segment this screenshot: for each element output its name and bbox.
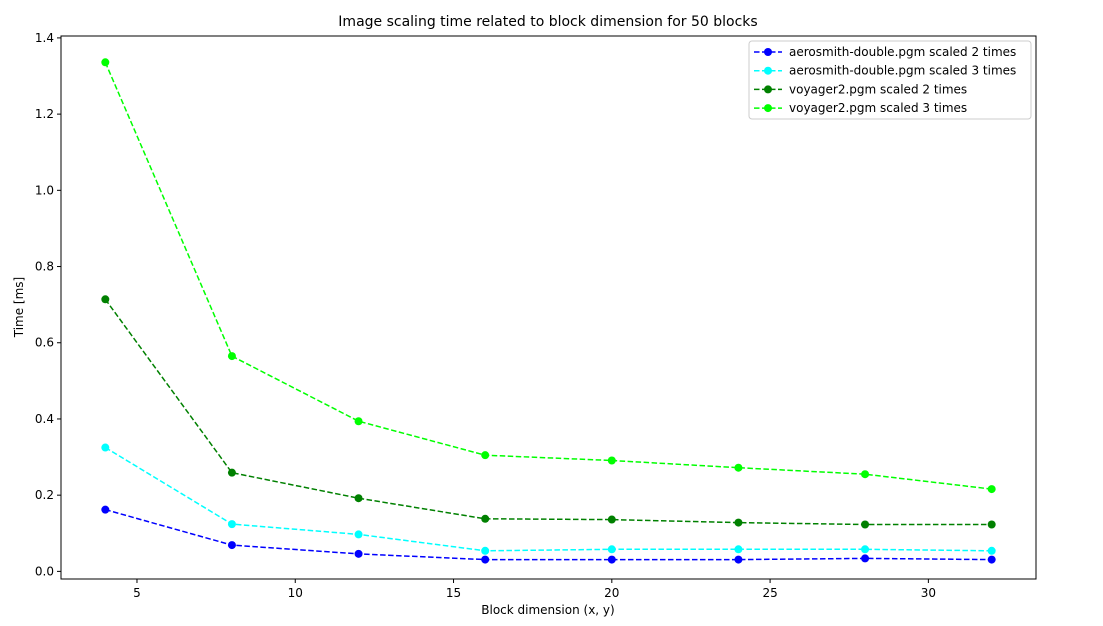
series-2 [101, 443, 996, 555]
data-point [987, 485, 996, 494]
y-axis: 0.0 0.2 0.4 0.6 0.8 1.0 1.2 1.4 [35, 31, 61, 578]
data-point [354, 417, 363, 426]
y-tick-label: 0.6 [35, 336, 54, 350]
data-point [987, 546, 996, 555]
data-point [227, 468, 236, 477]
series-line [104, 298, 992, 526]
legend-item: aerosmith-double.pgm scaled 2 times [754, 45, 1016, 59]
y-tick-label: 0.8 [35, 260, 54, 274]
data-point [227, 352, 236, 361]
legend-item: voyager2.pgm scaled 2 times [754, 82, 967, 96]
data-point [101, 443, 110, 452]
data-point [861, 545, 870, 554]
y-axis-label: Time [ms] [12, 277, 26, 339]
data-point [607, 456, 616, 465]
legend-marker [764, 48, 772, 56]
data-point [481, 555, 490, 564]
legend-marker [764, 85, 772, 94]
data-point [227, 520, 236, 529]
y-tick-label: 0.0 [35, 564, 54, 578]
legend: aerosmith-double.pgm scaled 2 times aeros… [748, 40, 1032, 120]
legend-label: aerosmith-double.pgm scaled 3 times [789, 64, 1016, 78]
y-tick-label: 1.4 [35, 31, 54, 45]
data-point [861, 470, 870, 479]
data-point [861, 554, 870, 563]
data-point [227, 541, 236, 550]
data-point [481, 451, 490, 460]
x-tick-label: 5 [133, 586, 141, 600]
data-point [734, 555, 743, 564]
x-tick-label: 20 [604, 586, 619, 600]
x-tick-label: 15 [446, 586, 461, 600]
data-point [607, 545, 616, 554]
y-tick-label: 1.0 [35, 183, 54, 197]
data-point [734, 518, 743, 527]
data-point [354, 549, 363, 558]
data-point [987, 520, 996, 529]
data-point [481, 546, 490, 555]
data-point [861, 520, 870, 529]
x-tick-label: 30 [921, 586, 936, 600]
legend-label: voyager2.pgm scaled 2 times [789, 82, 967, 96]
series-line [105, 508, 992, 561]
data-point [354, 494, 363, 503]
y-tick-label: 1.2 [35, 107, 54, 121]
x-axis-label: Block dimension (x, y) [481, 603, 614, 617]
y-tick-label: 0.2 [35, 488, 54, 502]
data-point [354, 530, 363, 539]
legend-label: voyager2.pgm scaled 3 times [789, 101, 967, 115]
data-point [607, 555, 616, 564]
y-tick-label: 0.4 [35, 412, 54, 426]
series-1 [101, 505, 996, 564]
x-tick-label: 25 [762, 586, 777, 600]
data-point [101, 58, 110, 67]
legend-marker [764, 66, 772, 75]
data-point [734, 463, 743, 472]
legend-marker [764, 104, 772, 113]
data-point [987, 555, 996, 564]
data-point [481, 514, 490, 523]
legend-box [748, 40, 1032, 120]
series-line [104, 446, 992, 552]
legend-item: aerosmith-double.pgm scaled 3 times [754, 64, 1016, 78]
data-point [607, 515, 616, 524]
data-point [101, 295, 110, 304]
data-point [101, 505, 110, 514]
series-layer [101, 58, 996, 564]
data-point [734, 545, 743, 554]
series-3 [101, 295, 996, 529]
series-4 [101, 58, 996, 494]
legend-item: voyager2.pgm scaled 3 times [754, 101, 967, 115]
series-line [104, 62, 992, 490]
legend-label: aerosmith-double.pgm scaled 2 times [789, 45, 1016, 59]
x-tick-label: 10 [288, 586, 303, 600]
axes-frame [60, 35, 1037, 580]
x-axis: 5 10 15 20 25 30 [133, 579, 936, 600]
chart-title: Image scaling time related to block dime… [338, 14, 757, 30]
